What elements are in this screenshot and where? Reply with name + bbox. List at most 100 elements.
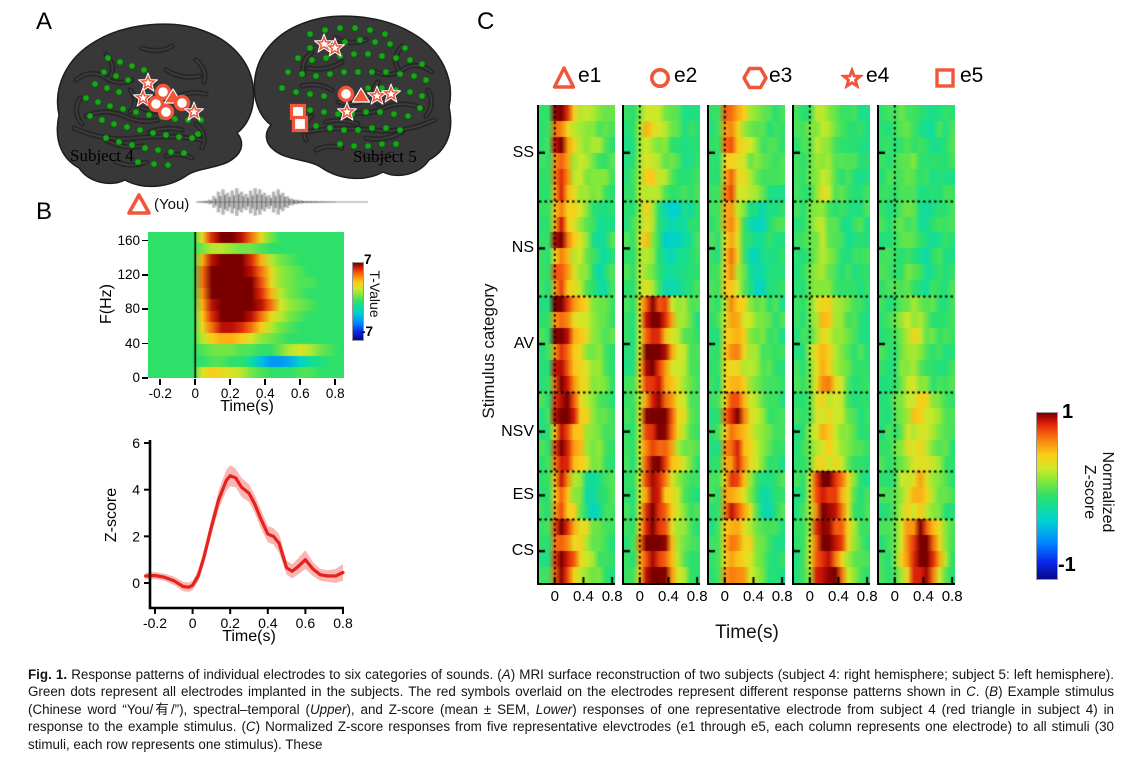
zscore-ylabel: Z-score	[103, 487, 120, 543]
legend-item-e2: e2	[647, 62, 727, 90]
category-label-NS: NS	[511, 239, 534, 257]
category-label-CS: CS	[511, 542, 534, 560]
y-tick	[142, 377, 148, 379]
zscore-colorbar-max: 1	[1062, 401, 1074, 423]
heatmap-x-tick-label: 0.4	[913, 588, 934, 605]
heatmap-x-tick-label: 0.8	[771, 588, 793, 605]
zscore-plot: 0 2 4 6 -0.2 0 0.2 0.4 0.6 0.8	[132, 436, 353, 631]
spectrogram-x-tick-label: 0.6	[290, 386, 310, 401]
caption-text: B	[989, 684, 999, 700]
spectrogram-y-tick-label: 40	[124, 335, 140, 351]
circle-icon	[650, 68, 670, 88]
caption-text: C	[245, 719, 256, 735]
legend-label: e5	[960, 64, 984, 87]
category-label-SS: SS	[512, 143, 534, 161]
panel-c-label: C	[477, 8, 495, 35]
panel-b-label: B	[36, 198, 53, 225]
heatmap-e4	[792, 105, 870, 585]
x-tick	[194, 379, 197, 385]
x-tick	[264, 379, 267, 385]
stimulus-label: (You)	[154, 196, 190, 213]
caption-text: A	[501, 667, 511, 682]
spectrogram-y-tick-label: 80	[124, 301, 140, 317]
heatmap-x-tick-label: 0.4	[658, 588, 679, 605]
y-tick	[142, 239, 148, 242]
spectrogram-x-tick-label: 0.8	[325, 386, 345, 401]
caption-text: Upper	[309, 701, 347, 717]
spectrogram-y-tick-label: 160	[117, 232, 140, 248]
panel-a-label: A	[36, 8, 53, 35]
x-tick	[159, 379, 162, 385]
spectrogram-xlabel: Time(s)	[220, 398, 274, 415]
svg-text:2: 2	[132, 528, 140, 544]
heatmap-x-tick-label: 0.4	[828, 588, 849, 605]
spectrogram-y-tick-label: 120	[117, 266, 140, 282]
caption-text: C	[966, 684, 976, 700]
caption-text: ) Example stimulus (Chinese word “You/有/…	[28, 684, 1115, 717]
legend-label: e2	[674, 64, 698, 87]
caption-text: . (	[975, 684, 990, 700]
legend-label: e1	[578, 64, 602, 87]
tvalue-colorbar	[352, 262, 364, 341]
svg-text:0.2: 0.2	[220, 615, 240, 631]
brain-subject-5	[253, 15, 452, 180]
caption-figure-number: Fig. 1.	[28, 667, 68, 682]
spectrogram-x-tick-label: 0	[191, 386, 199, 401]
y-tick	[142, 308, 148, 311]
heatmap-x-tick-label: 0.8	[601, 588, 623, 605]
svg-text:0.4: 0.4	[258, 615, 278, 631]
legend-item-e1: e1	[551, 62, 631, 90]
heatmap-x-tick-label: 0.4	[573, 588, 594, 605]
caption-text: Lower	[535, 701, 573, 717]
legend-label: e3	[769, 64, 793, 87]
svg-text:6: 6	[132, 436, 140, 451]
heatmap-e2	[622, 105, 700, 585]
category-label-NSV: NSV	[501, 422, 534, 440]
caption-text: ) responses of one representative electr…	[28, 701, 1114, 735]
heatmap-x-tick-label: 0	[550, 588, 559, 605]
x-tick	[229, 379, 232, 385]
caption-text: ) MRI surface reconstruction of two subj…	[28, 667, 1114, 700]
heatmap-x-tick-label: 0.8	[941, 588, 963, 605]
spectrogram-x-tick-label: -0.2	[148, 386, 172, 401]
square-icon	[935, 68, 955, 88]
brain-subject-4	[56, 23, 255, 188]
triangle-icon	[552, 66, 576, 89]
spectrogram-x-tick-label: 0.2	[220, 386, 240, 401]
legend-label: e4	[866, 64, 890, 87]
subject-4-label: Subject 4	[70, 146, 134, 165]
svg-text:4: 4	[132, 482, 140, 498]
svg-text:-0.2: -0.2	[143, 615, 167, 631]
svg-text:0.6: 0.6	[296, 615, 316, 631]
figure-caption: Fig. 1. Response patterns of individual …	[28, 666, 1114, 753]
heatmap-x-tick-label: 0.4	[743, 588, 764, 605]
heatmap-e5	[877, 105, 955, 585]
subject-5-label: Subject 5	[353, 147, 417, 166]
zscore-xlabel: Time(s)	[222, 628, 276, 645]
caption-text: ) Normalized Z-score responses from five…	[28, 719, 1115, 752]
category-label-ES: ES	[512, 486, 534, 504]
tvalue-max-label: 7	[364, 252, 372, 267]
legend-item-e3: e3	[742, 62, 822, 90]
y-tick	[142, 274, 148, 276]
y-tick	[142, 342, 148, 345]
heatmap-x-tick-label: 0	[720, 588, 729, 605]
heatmap-x-tick-label: 0.8	[856, 588, 878, 605]
star-icon	[840, 67, 864, 89]
heatmap-x-tick-label: 0	[635, 588, 644, 605]
category-label-AV: AV	[513, 335, 534, 352]
svg-text:0: 0	[189, 615, 197, 631]
legend-item-e5: e5	[933, 62, 1013, 90]
heatmap-x-tick-label: 0	[805, 588, 814, 605]
heatmap-x-tick-label: 0	[890, 588, 899, 605]
legend-item-e4: e4	[839, 62, 919, 90]
stimulus-waveform	[194, 187, 372, 217]
x-tick	[334, 379, 337, 385]
spectrogram-y-tick-label: 0	[132, 370, 140, 385]
svg-text:0.8: 0.8	[333, 615, 353, 631]
spectrogram-x-tick-label: 0.4	[255, 386, 275, 401]
zscore-colorbar-min: -1	[1058, 554, 1076, 576]
caption-text: Response patterns of individual electrod…	[67, 667, 502, 682]
panel-c-xlabel: Time(s)	[715, 622, 779, 643]
